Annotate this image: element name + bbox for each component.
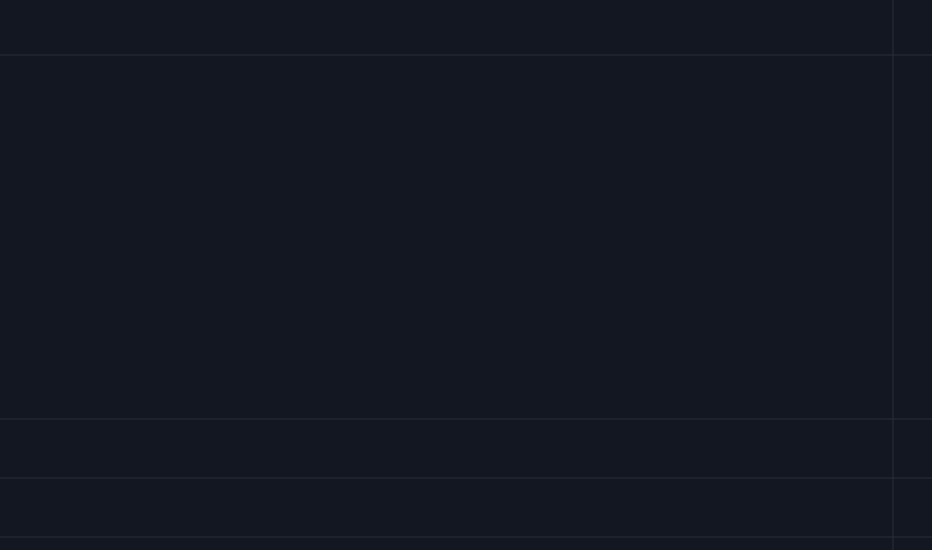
chart-background: [0, 0, 932, 550]
trading-chart[interactable]: EEEEE SepOctNovDec2020FebMarAprMayJunJul…: [0, 0, 932, 550]
